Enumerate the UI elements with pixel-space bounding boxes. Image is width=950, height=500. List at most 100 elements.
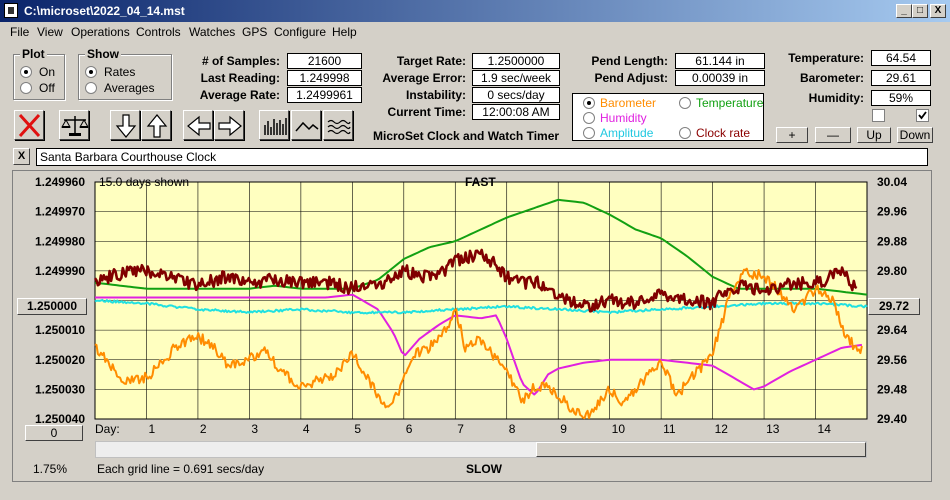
pend-adjust-label: Pend Adjust: — [594, 71, 668, 85]
checkbox-right[interactable] — [916, 109, 929, 122]
minus-button[interactable]: — — [815, 127, 851, 143]
clock-name-close-button[interactable]: X — [13, 148, 30, 165]
line-graph-button[interactable] — [291, 110, 321, 140]
arrow-left-button[interactable] — [183, 110, 213, 140]
x-tick-label: 6 — [406, 422, 413, 436]
y-right-tick-label: 29.56 — [877, 353, 907, 367]
show-group: Show Rates Averages — [78, 47, 172, 100]
app-icon — [4, 3, 18, 18]
wave-graph-button[interactable] — [323, 110, 353, 140]
series-line-humidity — [95, 293, 863, 396]
pend-adjust-field: 0.00039 in — [675, 70, 765, 86]
samples-field: 21600 — [287, 53, 362, 69]
chart-scrollbar-thumb[interactable] — [536, 442, 866, 457]
humidity-field: 59% — [871, 90, 931, 106]
line-graph-icon — [295, 121, 319, 132]
y-right-tick-label: 29.64 — [877, 323, 907, 337]
y-left-tick-label: 1.249980 — [35, 234, 85, 248]
menu-controls[interactable]: Controls — [136, 25, 181, 39]
center-left-button[interactable]: 1.250000 — [17, 298, 87, 315]
current-time-field: 12:00:08 AM — [472, 104, 560, 120]
arrow-right-button[interactable] — [214, 110, 244, 140]
sensor-options: Barometer Temperature Humidity Amplitude… — [572, 93, 764, 141]
menu-view[interactable]: View — [37, 25, 63, 39]
last-reading-label: Last Reading: — [200, 71, 280, 85]
center-right-button[interactable]: 29.72 — [868, 298, 920, 315]
close-x-icon — [18, 113, 41, 138]
barometer-field: 29.61 — [871, 70, 931, 86]
instability-field: 0 secs/day — [472, 87, 560, 103]
wave-graph-icon — [327, 119, 351, 135]
series-line-clock-rate — [93, 248, 858, 313]
average-rate-field: 1.2499961 — [287, 87, 362, 103]
temperature-option-label: Temperature — [696, 96, 764, 110]
down-button[interactable]: Down — [897, 127, 933, 143]
y-right-tick-label: 29.40 — [877, 412, 907, 426]
series-line-amplitude — [94, 298, 868, 315]
calibrate-button[interactable] — [59, 110, 89, 140]
app-caption: MicroSet Clock and Watch Timer — [373, 129, 560, 143]
menu-configure[interactable]: Configure — [274, 25, 327, 39]
barometer-radio[interactable] — [583, 97, 595, 109]
temperature-label: Temperature: — [788, 51, 864, 65]
arrow-left-icon — [187, 115, 211, 137]
checkbox-left[interactable] — [872, 109, 885, 122]
stop-button[interactable] — [14, 110, 44, 140]
menu-file[interactable]: File — [10, 25, 30, 39]
show-group-title: Show — [85, 47, 121, 61]
plot-off-radio[interactable] — [20, 82, 32, 94]
target-rate-field: 1.2500000 — [472, 53, 560, 69]
amplitude-radio[interactable] — [583, 127, 595, 139]
minimize-button[interactable]: _ — [896, 4, 912, 18]
x-tick-label: 10 — [612, 422, 626, 436]
show-rates-radio[interactable] — [85, 66, 97, 78]
days-shown-label: 15.0 days shown — [99, 175, 190, 189]
arrow-down-button[interactable] — [110, 110, 140, 140]
average-error-field: 1.9 sec/week — [472, 70, 560, 86]
clock-rate-option-label: Clock rate — [696, 126, 751, 140]
target-rate-label: Target Rate: — [396, 54, 466, 68]
arrow-down-icon — [115, 114, 137, 138]
x-tick-label: 7 — [457, 422, 464, 436]
x-tick-label: 11 — [663, 422, 676, 436]
show-rates-label: Rates — [104, 65, 136, 79]
percent-label: 1.75% — [33, 462, 68, 476]
maximize-button[interactable]: □ — [912, 4, 928, 18]
plot-on-radio[interactable] — [20, 66, 32, 78]
chart-scrollbar[interactable] — [95, 441, 867, 458]
menu-help[interactable]: Help — [332, 25, 357, 39]
x-tick-label: 4 — [303, 422, 310, 436]
grid-note-label: Each grid line = 0.691 secs/day — [97, 462, 265, 476]
balance-scale-icon — [61, 116, 89, 136]
y-left-tick-label: 1.250020 — [35, 353, 85, 367]
pend-length-field: 61.144 in — [675, 53, 765, 69]
x-tick-label: 1 — [148, 422, 155, 436]
menu-bar: File View Operations Controls Watches GP… — [0, 22, 950, 42]
bar-graph-button[interactable] — [259, 110, 289, 140]
arrow-up-button[interactable] — [141, 110, 171, 140]
humidity-radio[interactable] — [583, 112, 595, 124]
current-time-label: Current Time: — [387, 105, 466, 119]
y-left-tick-label: 1.249990 — [35, 264, 85, 278]
pend-length-label: Pend Length: — [591, 54, 668, 68]
menu-gps[interactable]: GPS — [242, 25, 268, 39]
zoom-left-button[interactable]: 0 — [25, 425, 83, 441]
humidity-label: Humidity: — [808, 91, 864, 105]
up-button[interactable]: Up — [857, 127, 891, 143]
menu-watches[interactable]: Watches — [189, 25, 236, 39]
y-right-tick-label: 29.88 — [877, 234, 907, 248]
clock-name-input[interactable]: Santa Barbara Courthouse Clock — [36, 148, 928, 166]
close-button[interactable]: X — [930, 4, 946, 18]
y-right-tick-label: 30.04 — [877, 175, 907, 189]
x-tick-label: 2 — [200, 422, 207, 436]
x-tick-label: 9 — [560, 422, 567, 436]
y-right-tick-label: 29.96 — [877, 205, 907, 219]
temperature-radio[interactable] — [679, 97, 691, 109]
plus-button[interactable]: + — [776, 127, 808, 143]
menu-operations[interactable]: Operations — [71, 25, 130, 39]
arrow-up-icon — [146, 114, 168, 138]
show-averages-radio[interactable] — [85, 82, 97, 94]
barometer-option-label: Barometer — [600, 96, 657, 110]
barometer-label: Barometer: — [799, 71, 864, 85]
clock-rate-radio[interactable] — [679, 127, 691, 139]
